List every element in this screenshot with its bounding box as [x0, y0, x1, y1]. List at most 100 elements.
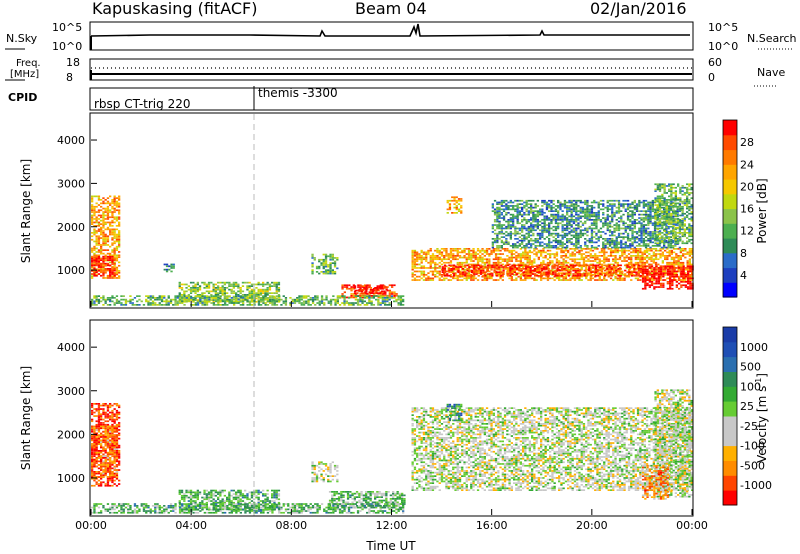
- heatmap-cell: [644, 246, 648, 249]
- heatmap-cell: [460, 210, 463, 212]
- heatmap-cell: [189, 288, 193, 291]
- heatmap-cell: [530, 219, 533, 221]
- heatmap-cell: [555, 275, 559, 278]
- heatmap-cell: [221, 285, 224, 287]
- heatmap-cell: [513, 274, 516, 276]
- heatmap-cell: [102, 271, 105, 274]
- heatmap-cell: [587, 248, 590, 250]
- heatmap-cell: [479, 249, 482, 252]
- heatmap-cell: [595, 217, 598, 219]
- heatmap-cell: [559, 234, 562, 237]
- heatmap-cell: [654, 249, 658, 252]
- heatmap-cell: [603, 269, 607, 272]
- heatmap-cell: [523, 201, 526, 204]
- heatmap-cell: [515, 272, 518, 274]
- heatmap-cell: [548, 229, 551, 232]
- heatmap-cell: [376, 288, 379, 291]
- heatmap-cell: [588, 225, 591, 228]
- heatmap-cell: [313, 257, 316, 259]
- heatmap-cell: [259, 288, 263, 291]
- heatmap-cell: [481, 265, 484, 268]
- heatmap-cell: [322, 260, 325, 263]
- heatmap-cell: [375, 295, 378, 297]
- heatmap-cell: [513, 249, 516, 252]
- heatmap-cell: [657, 253, 660, 255]
- heatmap-cell: [570, 217, 573, 219]
- heatmap-cell: [508, 272, 511, 274]
- heatmap-cell: [509, 225, 512, 228]
- heatmap-cell: [651, 234, 654, 237]
- heatmap-cell: [505, 239, 508, 242]
- heatmap-cell: [589, 263, 592, 266]
- heatmap-cell: [576, 273, 580, 275]
- heatmap-cell: [388, 291, 391, 294]
- heatmap-cell: [257, 304, 261, 306]
- heatmap-cell: [656, 231, 659, 233]
- heatmap-cell: [670, 249, 673, 252]
- heatmap-cell: [650, 275, 654, 278]
- heatmap-cell: [568, 199, 571, 202]
- heatmap-cell: [443, 274, 447, 277]
- heatmap-cell: [585, 255, 588, 257]
- heatmap-cell: [525, 268, 528, 270]
- heatmap-cell: [467, 274, 471, 276]
- heatmap-cell: [446, 208, 449, 211]
- heatmap-cell: [366, 302, 369, 304]
- heatmap-cell: [608, 203, 612, 205]
- heatmap-cell: [250, 294, 254, 296]
- heatmap-cell: [516, 199, 519, 202]
- heatmap-cell: [472, 248, 475, 250]
- heatmap-cell: [93, 270, 96, 272]
- heatmap-cell: [106, 257, 110, 260]
- heatmap-cell: [495, 274, 498, 277]
- heatmap-cell: [106, 244, 110, 246]
- heatmap-cell: [411, 279, 414, 281]
- heatmap-cell: [590, 219, 594, 221]
- heatmap-cell: [183, 283, 186, 286]
- heatmap-cell: [557, 227, 560, 230]
- heatmap-cell: [625, 256, 628, 259]
- heatmap-cell: [391, 284, 394, 287]
- heatmap-cell: [586, 208, 589, 211]
- heatmap-cell: [544, 256, 547, 259]
- heatmap-cell: [524, 274, 527, 276]
- heatmap-cell: [534, 220, 537, 223]
- heatmap-cell: [483, 274, 486, 276]
- heatmap-cell: [192, 287, 195, 289]
- heatmap-cell: [544, 272, 547, 274]
- heatmap-cell: [264, 304, 267, 306]
- heatmap-cell: [606, 229, 609, 232]
- heatmap-cell: [597, 229, 600, 232]
- heatmap-cell: [315, 265, 319, 268]
- heatmap-cell: [633, 222, 636, 225]
- heatmap-cell: [574, 273, 577, 275]
- heatmap-cell: [226, 297, 229, 299]
- heatmap-cell: [420, 261, 423, 264]
- heatmap-cell: [678, 246, 681, 249]
- heatmap-cell: [553, 275, 556, 278]
- heatmap-cell: [97, 199, 101, 201]
- heatmap-cell: [631, 245, 634, 247]
- heatmap-cell: [361, 296, 364, 299]
- heatmap-cell: [574, 274, 577, 277]
- heatmap-cell: [255, 283, 258, 286]
- heatmap-cell: [479, 269, 483, 272]
- heatmap-cell: [109, 221, 112, 224]
- heatmap-cell: [215, 298, 218, 301]
- heatmap-cell: [118, 211, 121, 213]
- heatmap-cell: [624, 241, 627, 244]
- heatmap-cell: [597, 212, 600, 214]
- heatmap-cell: [539, 213, 542, 216]
- heatmap-cell: [438, 277, 441, 280]
- heatmap-cell: [163, 268, 166, 271]
- heatmap-cell: [538, 268, 541, 270]
- heatmap-cell: [599, 273, 602, 275]
- heatmap-cell: [118, 245, 121, 248]
- heatmap-cell: [315, 271, 319, 273]
- heatmap-cell: [626, 203, 630, 205]
- heatmap-cell: [318, 267, 321, 270]
- heatmap-cell: [562, 261, 565, 264]
- heatmap-cell: [526, 272, 529, 274]
- heatmap-cell: [609, 277, 613, 280]
- heatmap-cell: [488, 253, 491, 255]
